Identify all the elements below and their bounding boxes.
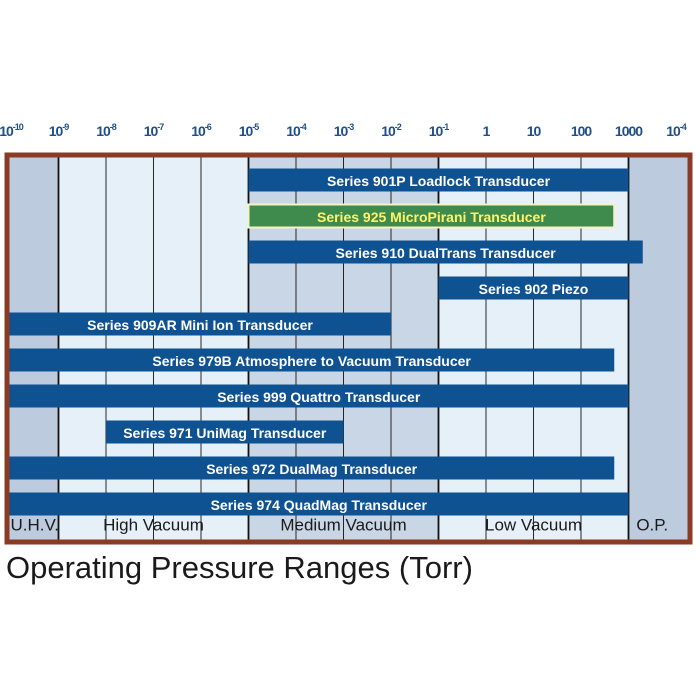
range-bar: Series 925 MicroPirani Transducer xyxy=(247,203,616,229)
range-bar: Series 999 Quattro Transducer xyxy=(9,384,629,408)
region-label: U.H.V. xyxy=(10,516,59,535)
region-label: O.P. xyxy=(636,516,668,535)
range-bar-label: Series 972 DualMag Transducer xyxy=(206,461,417,477)
range-bars: Series 901P Loadlock Transducer Series 92… xyxy=(9,168,643,516)
x-tick-label: 10-6 xyxy=(191,122,212,139)
range-bar-label: Series 971 UniMag Transducer xyxy=(123,425,327,441)
range-bar: Series 909AR Mini Ion Transducer xyxy=(9,312,391,336)
x-tick-label: 10-10 xyxy=(0,122,24,139)
x-tick-label: 1000 xyxy=(615,123,643,139)
range-bar-label: Series 910 DualTrans Transducer xyxy=(336,245,557,261)
region-label: Medium Vacuum xyxy=(280,516,406,535)
region-labels: U.H.V. High Vacuum Medium Vacuum Low Vacuum… xyxy=(10,516,668,535)
x-tick-label: 10-3 xyxy=(334,122,355,139)
chart-frame xyxy=(4,152,693,545)
range-bar-label: Series 909AR Mini Ion Transducer xyxy=(87,317,313,333)
range-bar: Series 972 DualMag Transducer xyxy=(9,456,615,480)
range-bar-rect xyxy=(247,203,616,229)
chart-caption: Operating Pressure Ranges (Torr) xyxy=(6,550,473,585)
x-tick-label: 10 xyxy=(527,123,542,139)
range-bar-label: Series 979B Atmosphere to Vacuum Transdu… xyxy=(152,353,471,369)
range-bar: Series 979B Atmosphere to Vacuum Transdu… xyxy=(9,348,615,372)
x-tick-label: 10-7 xyxy=(144,122,165,139)
range-bar: Series 971 UniMag Transducer xyxy=(106,420,344,444)
x-tick-label: 10-2 xyxy=(381,122,402,139)
range-bar-label: Series 901P Loadlock Transducer xyxy=(327,173,551,189)
range-bar-label: Series 974 QuadMag Transducer xyxy=(211,497,428,513)
range-bar-rect xyxy=(9,492,629,516)
x-tick-label: 10-8 xyxy=(96,122,117,139)
region-label: High Vacuum xyxy=(103,516,204,535)
x-tick-label: 100 xyxy=(571,123,593,139)
range-bar: Series 910 DualTrans Transducer xyxy=(248,240,643,264)
range-bar-rect xyxy=(9,348,615,372)
x-tick-label: 10-9 xyxy=(49,122,70,139)
range-bar-rect xyxy=(9,312,391,336)
range-bar: Series 902 Piezo xyxy=(438,276,629,300)
range-bar-label: Series 925 MicroPirani Transducer xyxy=(317,209,546,225)
range-bar-label: Series 902 Piezo xyxy=(479,281,589,297)
range-bar-rect xyxy=(9,456,615,480)
x-tick-label: 10-4 xyxy=(666,122,687,139)
x-axis-ticks: 10-10 10-9 10-8 10-7 10-6 10-5 10-4 10-3 10-2 10-… xyxy=(0,122,688,139)
range-bar-rect xyxy=(438,276,629,300)
x-tick-label: 10-1 xyxy=(429,122,450,139)
x-tick-label: 10-4 xyxy=(286,122,307,139)
range-bar: Series 974 QuadMag Transducer xyxy=(9,492,629,516)
range-bar-rect xyxy=(248,240,643,264)
range-bar-label: Series 999 Quattro Transducer xyxy=(217,389,421,405)
range-bar-rect xyxy=(248,168,629,192)
x-tick-label: 10-5 xyxy=(239,122,260,139)
range-bar-rect xyxy=(9,384,629,408)
range-bar-rect xyxy=(106,420,344,444)
x-tick-label: 1 xyxy=(483,123,491,139)
region-label: Low Vacuum xyxy=(485,516,582,535)
range-bar: Series 901P Loadlock Transducer xyxy=(248,168,629,192)
